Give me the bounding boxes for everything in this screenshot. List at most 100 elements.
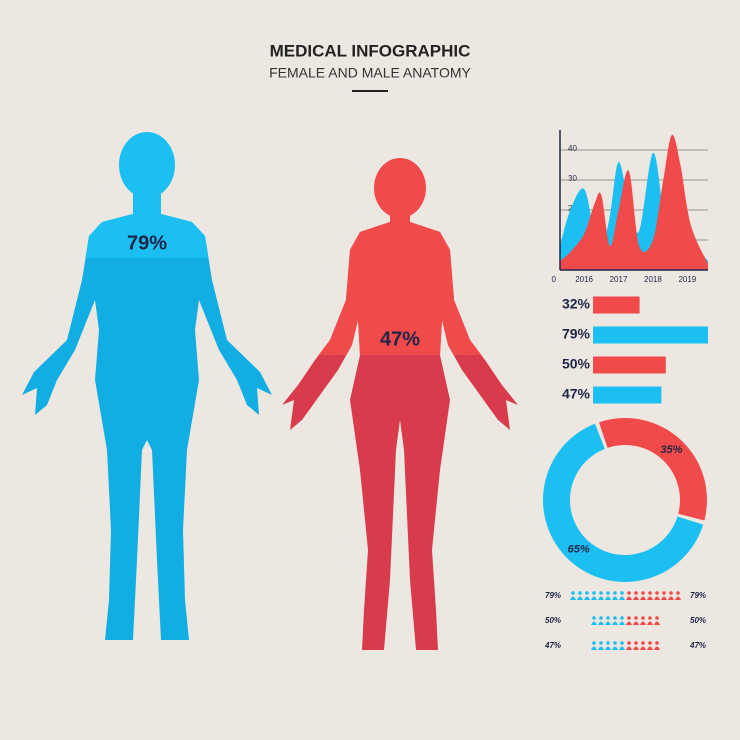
x-tick-label: 2017 — [610, 275, 628, 284]
person-body — [591, 646, 597, 650]
person-head — [620, 641, 624, 645]
person-body — [675, 596, 681, 600]
person-head — [599, 641, 603, 645]
person-body — [598, 646, 604, 650]
person-head — [641, 591, 645, 595]
person-head — [655, 591, 659, 595]
person-head — [613, 591, 617, 595]
person-body — [654, 596, 660, 600]
person-icon — [619, 591, 625, 600]
person-body — [661, 596, 667, 600]
person-head — [599, 591, 603, 595]
person-head — [627, 616, 631, 620]
bar — [593, 356, 666, 374]
person-icon — [570, 591, 576, 600]
person-head — [606, 591, 610, 595]
body-figure: 79% — [22, 132, 272, 640]
title: MEDICAL INFOGRAPHIC — [270, 41, 471, 60]
person-icon — [626, 616, 632, 625]
person-head — [613, 616, 617, 620]
row-label-right: 50% — [690, 616, 706, 625]
person-body — [619, 621, 625, 625]
person-icon — [598, 616, 604, 625]
person-body — [612, 646, 618, 650]
person-body — [654, 646, 660, 650]
donut-label: 65% — [568, 544, 590, 556]
person-icon — [668, 591, 674, 600]
person-icon — [633, 641, 639, 650]
person-head — [620, 616, 624, 620]
person-body — [598, 621, 604, 625]
person-body — [626, 621, 632, 625]
bar — [593, 386, 662, 404]
person-head — [613, 641, 617, 645]
person-body — [633, 621, 639, 625]
person-head — [641, 641, 645, 645]
x-tick-label: 2018 — [644, 275, 662, 284]
person-head — [648, 641, 652, 645]
person-icon — [591, 616, 597, 625]
body-percentage: 79% — [127, 232, 167, 254]
bar-label: 79% — [562, 326, 591, 342]
person-body — [619, 596, 625, 600]
person-body — [591, 596, 597, 600]
person-body — [640, 646, 646, 650]
person-body — [619, 646, 625, 650]
person-body — [640, 621, 646, 625]
person-icon — [598, 641, 604, 650]
row-label-right: 47% — [689, 641, 706, 650]
person-body — [570, 596, 576, 600]
person-body — [654, 621, 660, 625]
donut-segment — [543, 423, 704, 582]
area — [560, 134, 708, 270]
person-body — [633, 596, 639, 600]
row-label-left: 50% — [545, 616, 561, 625]
row-label-left: 79% — [545, 591, 561, 600]
x-tick-label: 2016 — [575, 275, 593, 284]
person-body — [605, 596, 611, 600]
person-head — [676, 591, 680, 595]
body-lower — [22, 190, 272, 640]
person-head — [585, 591, 589, 595]
person-head — [627, 591, 631, 595]
person-head — [641, 616, 645, 620]
person-head — [648, 591, 652, 595]
body-upper — [318, 200, 482, 355]
person-body — [668, 596, 674, 600]
person-head — [592, 591, 596, 595]
person-icon — [654, 591, 660, 600]
person-body — [626, 646, 632, 650]
person-head — [655, 641, 659, 645]
person-body — [584, 596, 590, 600]
person-icon — [661, 591, 667, 600]
person-icon — [640, 616, 646, 625]
person-head — [634, 591, 638, 595]
person-body — [647, 646, 653, 650]
person-icon — [633, 591, 639, 600]
bar-label: 47% — [562, 386, 591, 402]
person-head — [627, 641, 631, 645]
body-head — [119, 132, 175, 198]
person-icon — [654, 616, 660, 625]
body-percentage: 47% — [380, 328, 420, 350]
person-body — [612, 596, 618, 600]
person-icon — [584, 591, 590, 600]
person-icon — [619, 616, 625, 625]
donut-segment — [598, 418, 707, 521]
person-icon — [633, 616, 639, 625]
person-icon — [640, 641, 646, 650]
person-body — [612, 621, 618, 625]
person-body — [605, 621, 611, 625]
y-tick-label: 40 — [568, 144, 577, 153]
body-head — [374, 158, 426, 218]
person-icon — [647, 591, 653, 600]
bar — [593, 296, 640, 314]
person-head — [655, 616, 659, 620]
person-icon — [647, 616, 653, 625]
person-head — [571, 591, 575, 595]
person-head — [592, 641, 596, 645]
person-icon — [640, 591, 646, 600]
bar-label: 32% — [562, 296, 591, 312]
person-body — [577, 596, 583, 600]
